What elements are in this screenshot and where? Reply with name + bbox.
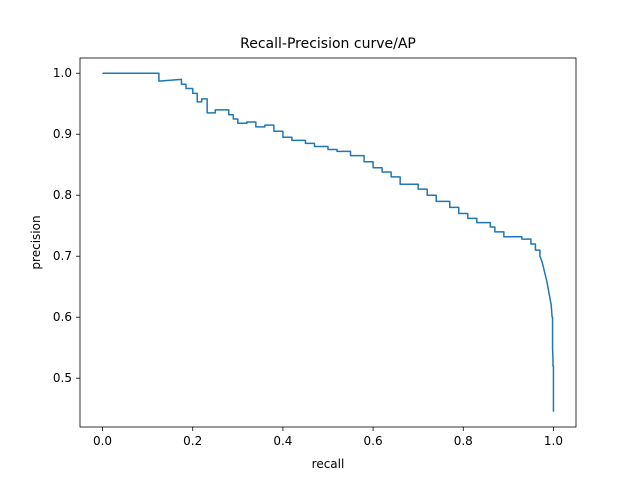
y-tick-label: 0.5 xyxy=(53,371,72,385)
chart-title: Recall-Precision curve/AP xyxy=(240,36,416,52)
y-tick-label: 0.7 xyxy=(53,249,72,263)
plot-frame xyxy=(79,57,577,428)
y-axis-label: precision xyxy=(29,215,43,269)
y-tick-label: 0.8 xyxy=(53,188,72,202)
x-tick-label: 0.2 xyxy=(183,434,202,448)
x-tick-label: 0.6 xyxy=(364,434,383,448)
x-tick-label: 0.8 xyxy=(454,434,473,448)
x-axis: 0.0 0.2 0.4 0.6 0.8 1.0 xyxy=(93,427,563,448)
x-axis-label: recall xyxy=(312,457,345,471)
y-tick-label: 1.0 xyxy=(53,66,72,80)
x-tick-label: 0.0 xyxy=(93,434,112,448)
y-axis: 0.5 0.6 0.7 0.8 0.9 1.0 xyxy=(53,66,80,385)
plot-area xyxy=(102,72,555,412)
x-tick-label: 1.0 xyxy=(544,434,563,448)
x-tick-label: 0.4 xyxy=(273,434,292,448)
series-line-0 xyxy=(102,72,555,412)
y-tick-label: 0.9 xyxy=(53,127,72,141)
y-tick-label: 0.6 xyxy=(53,310,72,324)
